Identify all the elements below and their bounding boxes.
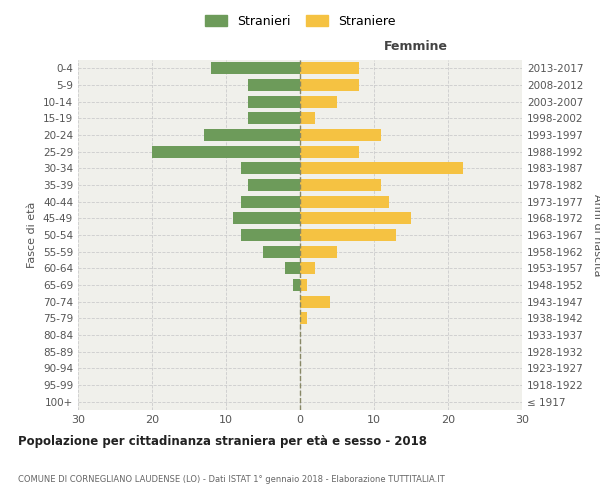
Text: COMUNE DI CORNEGLIANO LAUDENSE (LO) - Dati ISTAT 1° gennaio 2018 - Elaborazione : COMUNE DI CORNEGLIANO LAUDENSE (LO) - Da… (18, 475, 445, 484)
Bar (241, 229, 300, 241)
Bar (248, 179, 300, 191)
Bar (248, 96, 300, 108)
Bar (300, 296, 329, 308)
Text: Popolazione per cittadinanza straniera per età e sesso - 2018: Popolazione per cittadinanza straniera p… (18, 435, 427, 448)
Bar (204, 129, 300, 141)
Bar (300, 96, 337, 108)
Bar (285, 262, 300, 274)
Bar (241, 162, 300, 174)
Bar (241, 196, 300, 207)
Bar (300, 196, 389, 207)
Bar (300, 129, 382, 141)
Legend: Stranieri, Straniere: Stranieri, Straniere (201, 11, 399, 32)
Bar (300, 279, 307, 291)
Bar (152, 146, 300, 158)
Bar (300, 112, 315, 124)
Bar (233, 212, 300, 224)
Bar (300, 146, 359, 158)
Bar (300, 79, 359, 91)
Bar (293, 279, 300, 291)
Bar (248, 79, 300, 91)
Bar (263, 246, 300, 258)
Bar (300, 212, 411, 224)
Bar (300, 312, 307, 324)
Bar (300, 179, 382, 191)
Bar (211, 62, 300, 74)
Text: Femmine: Femmine (383, 40, 448, 53)
Bar (300, 229, 396, 241)
Bar (248, 112, 300, 124)
Y-axis label: Fasce di età: Fasce di età (28, 202, 37, 268)
Bar (300, 162, 463, 174)
Bar (300, 62, 359, 74)
Bar (300, 246, 337, 258)
Bar (300, 262, 315, 274)
Y-axis label: Anni di nascita: Anni di nascita (592, 194, 600, 276)
